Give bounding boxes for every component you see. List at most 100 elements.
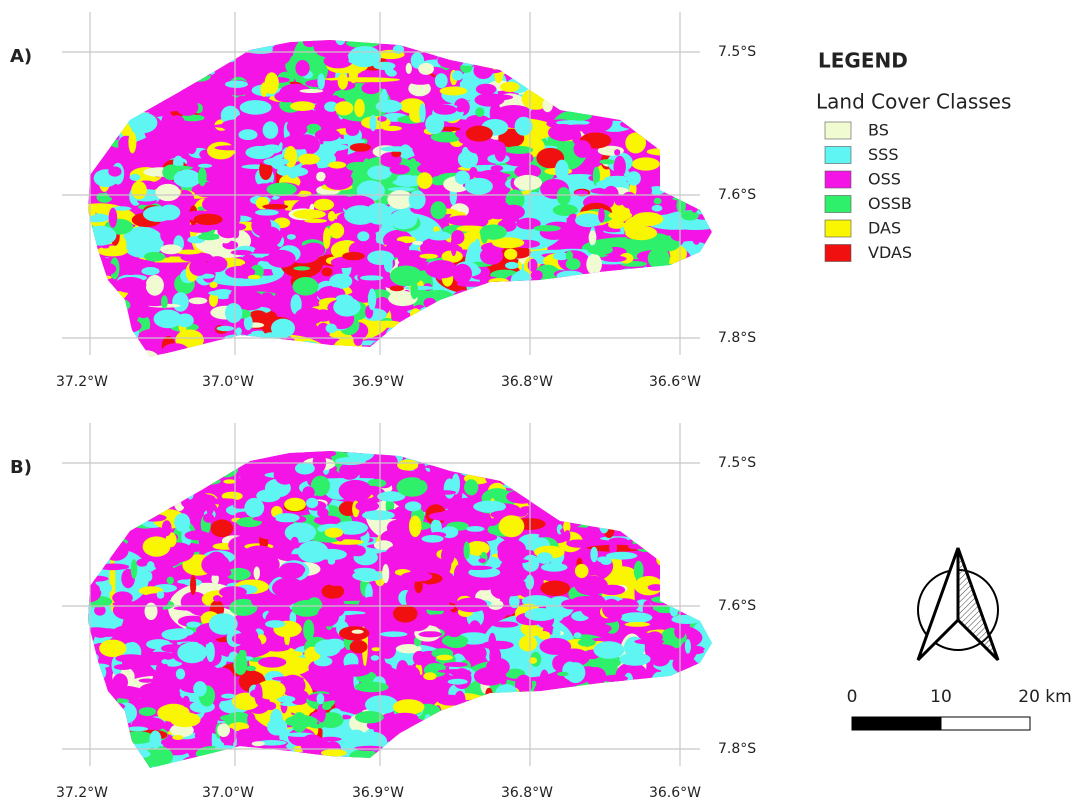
- cover-patch: [263, 643, 290, 651]
- cover-patch: [99, 104, 119, 121]
- cover-patch: [88, 345, 119, 363]
- cover-patch: [94, 721, 125, 733]
- cover-patch: [518, 714, 528, 735]
- cover-patch: [595, 457, 608, 474]
- cover-patch: [424, 604, 454, 611]
- cover-patch: [82, 694, 104, 715]
- cover-patch: [73, 651, 99, 664]
- cover-patch: [289, 124, 308, 136]
- cover-patch: [337, 89, 347, 98]
- cover-patch: [654, 478, 661, 496]
- cover-patch: [486, 339, 505, 343]
- cover-patch: [631, 470, 651, 486]
- x-tick-label: 36.8°W: [501, 785, 553, 801]
- cover-patch: [506, 490, 538, 504]
- cover-patch: [398, 754, 429, 760]
- cover-patch: [429, 446, 449, 456]
- cover-patch: [695, 517, 705, 532]
- cover-patch: [152, 460, 169, 471]
- cover-patch: [480, 225, 507, 240]
- cover-patch: [608, 211, 632, 219]
- cover-patch: [466, 526, 484, 532]
- cover-patch: [680, 152, 701, 159]
- cover-patch: [671, 54, 684, 61]
- cover-patch: [625, 622, 651, 627]
- cover-patch: [451, 717, 469, 727]
- cover-patch: [464, 566, 493, 570]
- cover-patch: [348, 58, 376, 65]
- cover-patch: [590, 93, 661, 106]
- cover-patch: [323, 753, 342, 774]
- cover-patch: [66, 684, 146, 702]
- cover-patch: [256, 344, 263, 360]
- cover-patch: [620, 612, 652, 623]
- cover-patch: [101, 349, 117, 369]
- cover-patch: [631, 701, 654, 720]
- cover-patch: [185, 452, 202, 473]
- cover-patch: [219, 586, 247, 598]
- cover-patch: [103, 313, 115, 324]
- cover-patch: [556, 700, 571, 708]
- cover-patch: [598, 45, 632, 86]
- cover-patch: [112, 751, 125, 756]
- cover-patch: [424, 714, 432, 731]
- cover-patch: [624, 217, 646, 238]
- cover-patch: [133, 100, 164, 112]
- cover-patch: [550, 500, 557, 515]
- cover-patch: [667, 578, 677, 599]
- cover-patch: [556, 479, 575, 485]
- cover-patch: [465, 313, 475, 325]
- cover-patch: [703, 572, 719, 576]
- cover-patch: [300, 89, 324, 93]
- cover-patch: [252, 741, 265, 746]
- cover-patch: [402, 745, 471, 780]
- cover-patch: [629, 511, 639, 518]
- cover-patch: [76, 335, 97, 356]
- cover-patch: [603, 62, 613, 84]
- cover-patch: [397, 477, 428, 496]
- cover-patch: [656, 553, 666, 566]
- cover-patch: [441, 546, 454, 565]
- cover-patch: [206, 642, 215, 662]
- cover-patch: [424, 465, 457, 469]
- cover-patch: [258, 527, 279, 540]
- cover-patch: [464, 479, 478, 495]
- cover-patch: [455, 726, 471, 740]
- cover-patch: [685, 113, 697, 118]
- cover-patch: [702, 584, 714, 589]
- cover-patch: [186, 482, 194, 500]
- cover-patch: [436, 655, 452, 661]
- cover-patch: [73, 223, 97, 244]
- x-tick-label: 37.0°W: [202, 374, 254, 390]
- cover-patch: [417, 172, 433, 189]
- cover-patch: [542, 98, 553, 112]
- cover-patch: [265, 340, 273, 358]
- cover-patch: [81, 492, 104, 508]
- cover-patch: [563, 338, 576, 353]
- cover-patch: [168, 465, 201, 472]
- cover-patch: [580, 740, 626, 767]
- cover-patch: [631, 303, 648, 314]
- cover-patch: [92, 349, 114, 366]
- legend-label: VDAS: [868, 243, 912, 262]
- cover-patch: [149, 55, 182, 72]
- cover-patch: [381, 344, 394, 373]
- cover-patch: [539, 311, 550, 331]
- x-tick-label: 36.9°W: [352, 785, 404, 801]
- x-tick-label: 37.0°W: [202, 785, 254, 801]
- cover-patch: [314, 350, 336, 364]
- cover-patch: [528, 259, 538, 272]
- x-tick-label: 36.6°W: [649, 785, 701, 801]
- x-tick-label: 36.9°W: [352, 374, 404, 390]
- cover-patch: [602, 256, 627, 262]
- cover-patch: [294, 348, 316, 362]
- cover-patch: [217, 326, 235, 331]
- cover-patch: [505, 146, 533, 154]
- cover-patch: [705, 720, 712, 728]
- north-arrow: [918, 548, 998, 660]
- cover-patch: [329, 223, 344, 239]
- cover-patch: [541, 52, 573, 80]
- cover-patch: [413, 754, 434, 771]
- cover-patch: [566, 540, 590, 548]
- cover-patch: [114, 319, 142, 333]
